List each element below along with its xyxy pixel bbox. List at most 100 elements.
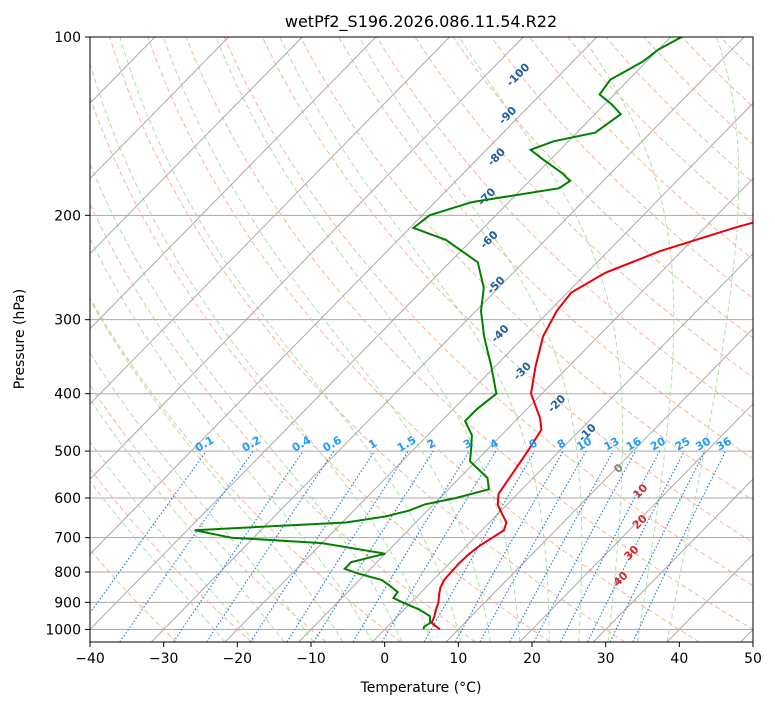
isotherm-gridline (298, 177, 753, 642)
isotherm-gridline (90, 37, 229, 180)
x-tick-label: 0 (380, 651, 389, 667)
isotherm-gridline (90, 37, 450, 405)
moist-adiabat (90, 480, 226, 642)
dry-adiabat (147, 37, 700, 642)
x-axis-label: Temperature (°C) (360, 680, 482, 696)
mixing-ratio-line (632, 450, 727, 642)
isotherm-gridline (90, 37, 598, 555)
x-tick-label: 50 (744, 651, 762, 667)
moist-adiabat-label: -90 (496, 104, 519, 127)
dry-adiabat (452, 37, 753, 339)
dry-adiabat (90, 95, 551, 642)
y-tick-label: 600 (54, 491, 81, 507)
mixing-ratio-line (250, 450, 376, 642)
x-tick-label: −10 (296, 651, 326, 667)
mixing-ratio-line (509, 450, 614, 642)
mixing-ratio-line (587, 450, 685, 642)
y-tick-label: 800 (54, 565, 81, 581)
isotherm-gridline (593, 478, 753, 642)
background-lines (0, 37, 775, 642)
mixing-ratio-line (352, 450, 470, 642)
moist-adiabat-label: 0 (611, 461, 626, 476)
mixing-ratio-line (206, 450, 335, 642)
plot-frame (89, 36, 754, 643)
moist-adiabat (90, 298, 344, 642)
moist-adiabat-label: -50 (484, 273, 507, 296)
mixing-ratio-line (90, 450, 207, 615)
mixing-ratio-line (454, 450, 564, 642)
moist-adiabat-label: -20 (545, 392, 568, 415)
x-tick-label: 10 (449, 651, 467, 667)
moist-adiabat-label: -80 (485, 145, 508, 168)
isotherm-gridline (90, 37, 377, 330)
isotherm-gridline (519, 403, 753, 642)
isotherm-gridline (666, 553, 753, 642)
dry-adiabat (529, 37, 753, 260)
mixing-ratio-line (313, 450, 434, 642)
dry-adiabat (90, 297, 401, 642)
y-tick-label: 700 (54, 531, 81, 547)
y-tick-label: 500 (54, 444, 81, 460)
dry-adiabat (338, 37, 753, 460)
dry-adiabat (185, 37, 753, 630)
moist-adiabat (90, 162, 403, 642)
dry-adiabat (223, 37, 753, 587)
moist-adiabat-label: -70 (475, 185, 498, 208)
mixing-ratio-line (119, 450, 254, 642)
data-lines (194, 37, 753, 631)
y-tick-label: 900 (54, 595, 81, 611)
temperature-profile (430, 221, 753, 631)
mixing-ratio-line (173, 450, 304, 642)
x-tick-label: 30 (597, 651, 615, 667)
dry-adiabat (758, 37, 775, 642)
dry-adiabat (643, 37, 753, 146)
moist-adiabat (163, 37, 491, 642)
moist-adiabat (358, 37, 583, 642)
x-tick-label: 40 (670, 651, 688, 667)
moist-adiabat (90, 351, 314, 642)
line-labels: 0.1 0.2 0.4 0.6 1 1.5 2 3 4 6 8 10 13 16 20 25 30 36-100-… (193, 60, 734, 589)
moist-adiabat (582, 37, 675, 642)
dewpoint-profile (194, 37, 683, 630)
isotherm-gridline (740, 628, 753, 642)
isotherm-gridline (0, 37, 8, 642)
y-tick-label: 400 (54, 387, 81, 403)
y-tick-label: 200 (54, 208, 81, 224)
x-tick-label: −40 (75, 651, 105, 667)
mixing-ratio-label: 4 (488, 436, 501, 451)
mixing-ratio-line (533, 450, 636, 642)
isotherm-gridline (90, 37, 303, 255)
y-tick-label: 100 (54, 30, 81, 46)
x-tick-label: −30 (149, 651, 179, 667)
dry-adiabat (567, 37, 753, 222)
moist-adiabat (90, 237, 373, 642)
mixing-ratio-line (479, 450, 587, 642)
isotherm-gridline (445, 328, 753, 642)
y-axis-label: Pressure (hPa) (12, 289, 28, 389)
mixing-ratio-line (560, 450, 661, 642)
x-tick-label: 20 (523, 651, 541, 667)
chart-title: wetPf2_S196.2026.086.11.54.R22 (285, 12, 557, 32)
dry-adiabat (109, 37, 625, 642)
moist-adiabat (90, 440, 255, 642)
dry-adiabat (90, 202, 476, 642)
moist-adiabat (90, 398, 285, 642)
moist-adiabat (666, 37, 740, 642)
dry-adiabat (261, 37, 753, 544)
y-tick-label: 300 (54, 313, 81, 329)
moist-adiabat (458, 37, 624, 642)
isotherm-gridline (90, 37, 524, 480)
dry-adiabat (376, 37, 753, 419)
dry-adiabat (490, 37, 753, 299)
y-tick-label: 1000 (45, 622, 81, 638)
moist-adiabat (90, 61, 432, 642)
mixing-ratio-line (286, 450, 409, 642)
dry-adiabat (300, 37, 753, 501)
moist-adiabat (279, 37, 550, 642)
moist-adiabat-label: 20 (630, 512, 650, 532)
x-tick-label: −20 (223, 651, 253, 667)
isotherm-gridline (224, 102, 753, 642)
axis-ticks: −40 −30 −20 −10 0 10 20 30 40 5010020030040050060… (45, 30, 762, 667)
mixing-ratio-label: 2 (425, 437, 438, 452)
